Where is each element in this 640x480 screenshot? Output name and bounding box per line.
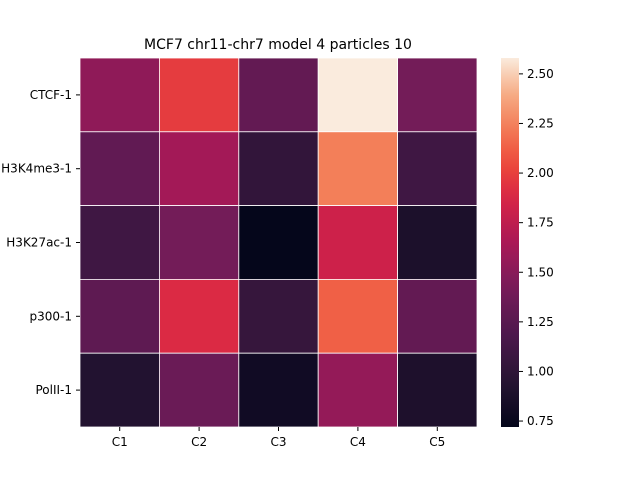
heatmap-cell: [238, 352, 319, 428]
heatmap-cell: [158, 352, 240, 428]
colorbar-tick-label: 2.50: [527, 67, 554, 81]
column-label: C2: [191, 435, 207, 449]
heatmap-cell: [317, 57, 399, 133]
heatmap-cell: [238, 205, 319, 280]
heatmap-cell: [397, 205, 478, 280]
heatmap-cell: [158, 57, 240, 133]
colorbar: 0.75 1.00 1.25 1.50 1.75 2.00 2.25 2.50: [501, 58, 554, 428]
heatmap-cell: [397, 278, 478, 354]
colorbar-tick-label: 1.75: [527, 216, 554, 230]
heatmap-cell: [158, 205, 240, 280]
row-label: CTCF-1: [30, 88, 72, 102]
heatmap-cell: [79, 278, 160, 354]
row-label: p300-1: [30, 309, 73, 323]
row-label: PolII-1: [35, 383, 72, 397]
column-label: C5: [429, 435, 445, 449]
colorbar-tick-label: 2.00: [527, 166, 554, 180]
heatmap-cell: [317, 205, 399, 280]
colorbar-gradient: [501, 58, 519, 427]
heatmap-cell: [397, 352, 478, 428]
colorbar-tick-label: 1.00: [527, 364, 554, 378]
heatmap-cell: [79, 205, 160, 280]
heatmap-cell: [79, 57, 160, 133]
colorbar-tick-label: 2.25: [527, 116, 554, 130]
column-label: C4: [350, 435, 366, 449]
colorbar-tick-label: 1.50: [527, 265, 554, 279]
heatmap-cell: [397, 131, 478, 207]
heatmap-cells: [79, 57, 478, 428]
row-labels: CTCF-1 H3K4me3-1 H3K27ac-1 p300-1 PolII-1: [1, 88, 80, 397]
row-label: H3K27ac-1: [6, 236, 72, 250]
colorbar-tick-label: 1.25: [527, 315, 554, 329]
heatmap-cell: [79, 131, 160, 207]
heatmap-cell: [158, 278, 240, 354]
heatmap-cell: [158, 131, 240, 207]
heatmap-cell: [79, 352, 160, 428]
chart-title: MCF7 chr11-chr7 model 4 particles 10: [144, 37, 412, 53]
heatmap-cell: [238, 131, 319, 207]
colorbar-tick-label: 0.75: [527, 414, 554, 428]
column-label: C1: [112, 435, 128, 449]
row-label: H3K4me3-1: [1, 162, 72, 176]
column-label: C3: [270, 435, 286, 449]
heatmap-cell: [238, 278, 319, 354]
heatmap-cell: [317, 131, 399, 207]
heatmap-cell: [317, 352, 399, 428]
heatmap-cell: [238, 57, 319, 133]
column-labels: C1 C2 C3 C4 C5: [112, 427, 445, 449]
heatmap-cell: [397, 57, 478, 133]
heatmap-cell: [317, 278, 399, 354]
